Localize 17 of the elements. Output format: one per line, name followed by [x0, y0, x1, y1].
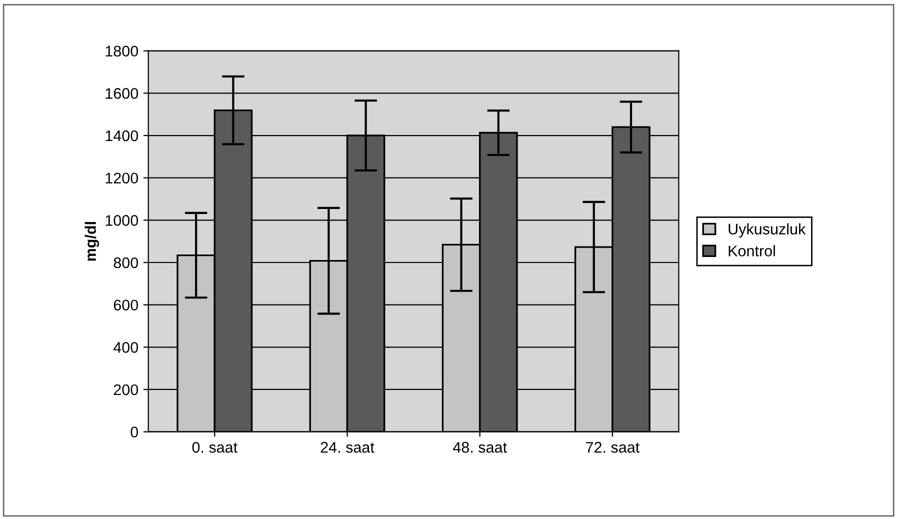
y-axis-title: mg/dl [84, 222, 100, 261]
legend-label: Uykusuzluk [728, 223, 806, 238]
x-tick-label: 0. saat [192, 442, 238, 453]
x-tick-label: 24. saat [320, 442, 374, 453]
y-tick-label: 1000 [106, 215, 138, 226]
y-tick-label: 1600 [106, 88, 138, 99]
y-tick-label: 600 [114, 300, 138, 311]
y-tick-label: 0 [130, 426, 138, 438]
y-tick-label: 800 [114, 257, 138, 268]
y-tick-label: 1800 [106, 46, 138, 57]
y-tick-label: 1200 [106, 172, 138, 184]
y-tick-label: 400 [113, 342, 138, 353]
y-tick-label: 200 [114, 384, 138, 396]
legend-label: Kontrol [728, 245, 775, 256]
x-tick-label: 72. saat [586, 442, 640, 453]
y-tick-label: 1400 [106, 130, 138, 142]
x-tick-label: 48. saat [453, 442, 507, 453]
